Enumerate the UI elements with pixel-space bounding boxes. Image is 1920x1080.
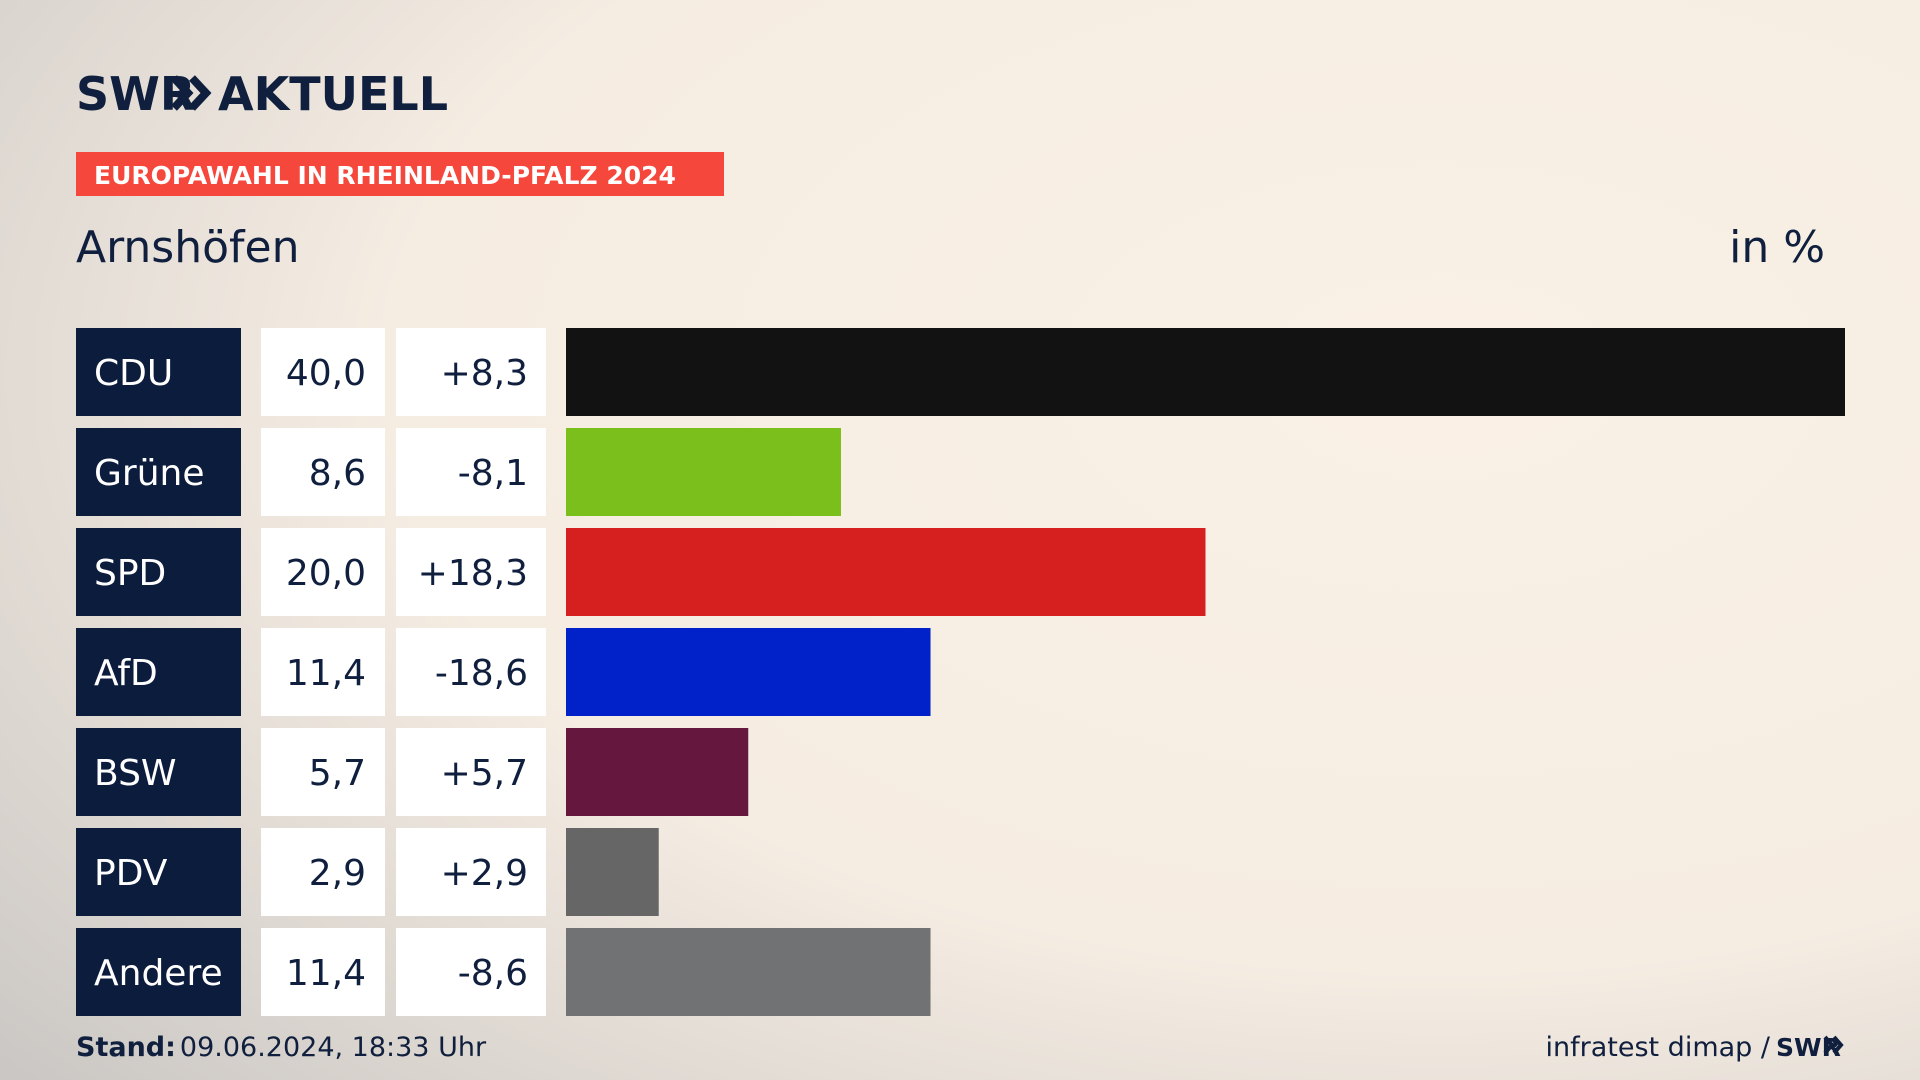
change-box [396, 428, 546, 516]
bar [566, 928, 931, 1016]
change-box [396, 528, 546, 616]
bar [566, 528, 1206, 616]
bar [566, 728, 749, 816]
change-label: +5,7 [441, 753, 528, 794]
value-label: 5,7 [309, 753, 366, 794]
value-label: 11,4 [286, 953, 366, 994]
party-name: AfD [94, 653, 158, 694]
party-box [76, 628, 241, 716]
value-box [261, 728, 385, 816]
source: infratest dimap / [1545, 1032, 1770, 1063]
change-box [396, 628, 546, 716]
value-label: 11,4 [286, 653, 366, 694]
party-name: BSW [94, 753, 177, 794]
bar [566, 828, 659, 916]
change-label: -8,1 [458, 453, 528, 494]
party-name: Grüne [94, 453, 204, 494]
change-label: +18,3 [418, 553, 528, 594]
value-label: 8,6 [309, 453, 366, 494]
party-box [76, 328, 241, 416]
value-box [261, 428, 385, 516]
value-box [261, 628, 385, 716]
change-label: +8,3 [441, 353, 528, 394]
change-label: +2,9 [441, 853, 528, 894]
banner [76, 152, 724, 196]
value-box [261, 328, 385, 416]
brand-aktuell: AKTUELL [218, 67, 448, 121]
party-name: SPD [94, 553, 166, 594]
change-label: -18,6 [435, 653, 528, 694]
change-label: -8,6 [458, 953, 528, 994]
party-name: PDV [94, 853, 168, 894]
chart-title: Arnshöfen [76, 222, 299, 273]
party-box [76, 428, 241, 516]
party-box [76, 828, 241, 916]
value-label: 2,9 [309, 853, 366, 894]
value-label: 40,0 [286, 353, 366, 394]
value-box [261, 528, 385, 616]
source-chevrons [1823, 1035, 1844, 1055]
value-box [261, 928, 385, 1016]
brand: SWR [76, 67, 195, 121]
bar [566, 328, 1845, 416]
value-box [261, 828, 385, 916]
party-name: Andere [94, 953, 223, 994]
banner-text: EUROPAWAHL IN RHEINLAND-PFALZ 2024 [94, 161, 676, 190]
change-box [396, 828, 546, 916]
change-box [396, 328, 546, 416]
change-box [396, 928, 546, 1016]
brand-chevrons [171, 75, 212, 111]
stand: Stand: 09.06.2024, 18:33 Uhr [76, 1032, 487, 1063]
party-box [76, 528, 241, 616]
stand-label: Stand: [76, 1032, 176, 1063]
party-box [76, 928, 241, 1016]
change-box [396, 728, 546, 816]
unit: in % [1729, 222, 1825, 273]
value-label: 20,0 [286, 553, 366, 594]
stand-date: 09.06.2024, 18:33 Uhr [180, 1032, 487, 1063]
bar [566, 428, 841, 516]
party-name: CDU [94, 353, 173, 394]
bar [566, 628, 931, 716]
party-box [76, 728, 241, 816]
